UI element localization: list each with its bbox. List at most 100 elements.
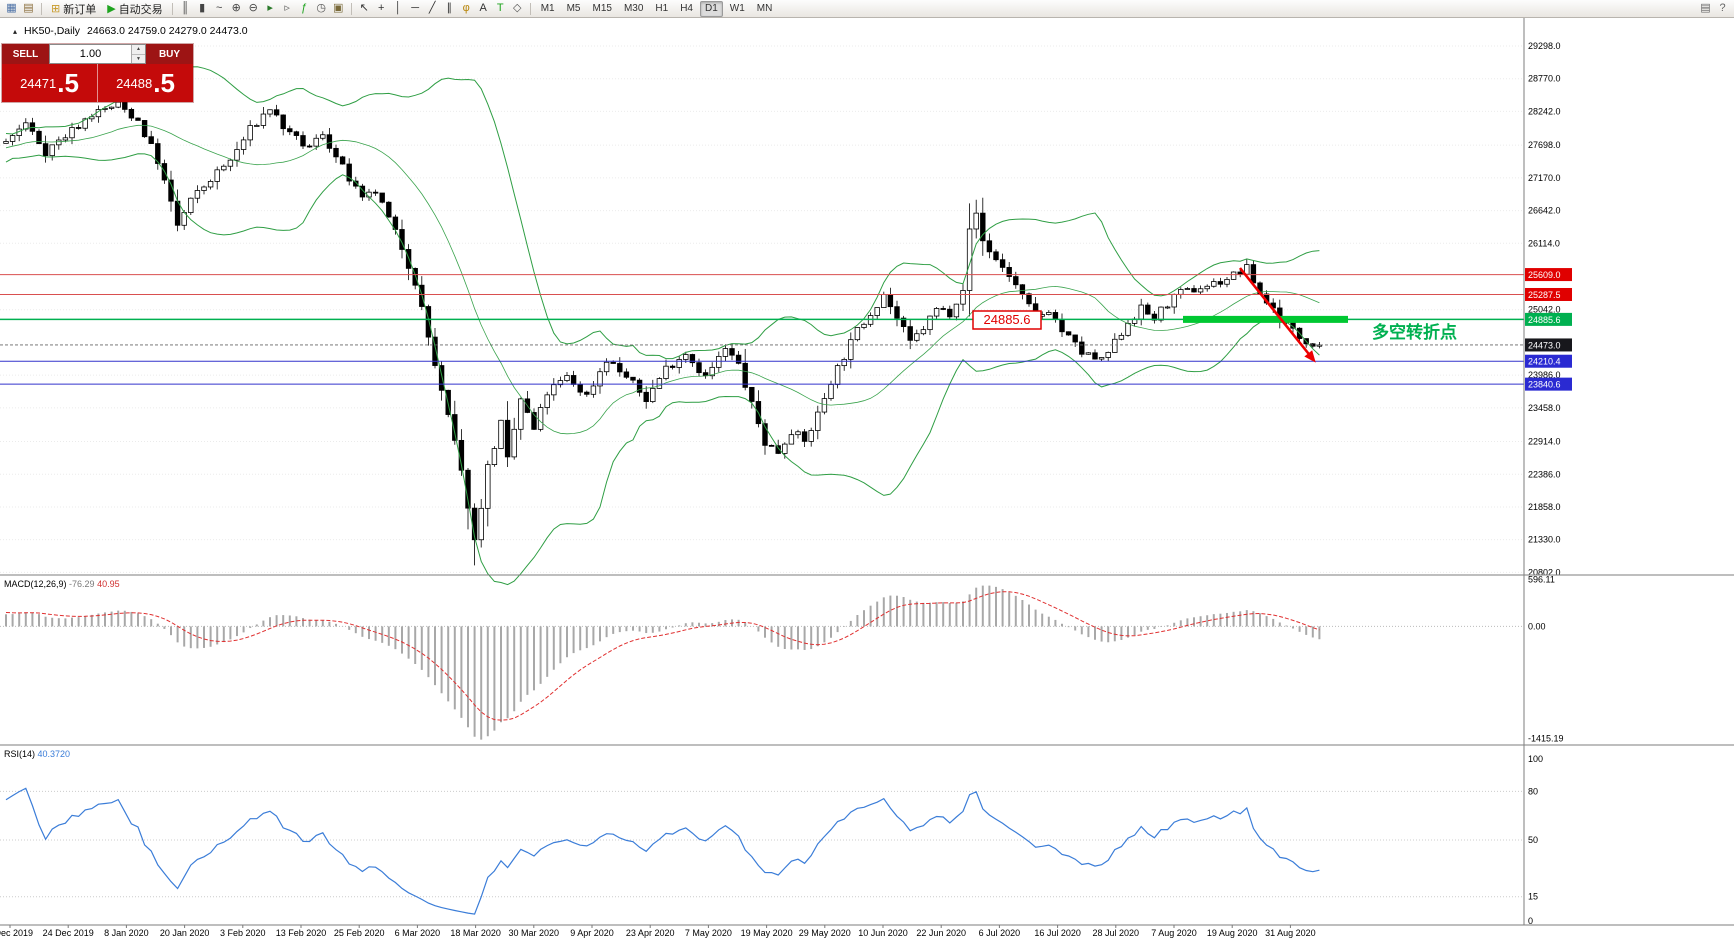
candle-body [293, 131, 300, 136]
zoom-out-icon[interactable]: ⊖ [248, 2, 258, 14]
grid-lines [0, 45, 1524, 573]
periods-icon[interactable]: ◷ [316, 2, 326, 14]
timeframe-button-m5[interactable]: M5 [566, 3, 581, 14]
new-chart-icon[interactable]: ▦ [6, 2, 17, 14]
candle-body [141, 120, 148, 138]
channel-icon[interactable]: ∥ [446, 2, 452, 14]
chart-shift-icon[interactable]: ▹ [284, 2, 290, 14]
candle-body [775, 445, 781, 454]
time-axis-label: 7 May 2020 [685, 928, 732, 938]
candle-body [729, 348, 735, 356]
candle-body [69, 127, 75, 139]
candle-body [234, 149, 240, 161]
current-price-badge [1525, 338, 1572, 352]
candle-body [386, 201, 392, 218]
profiles-icon[interactable]: ▤ [23, 2, 34, 14]
toolbar-separator [171, 2, 173, 15]
bollinger-middle-band [5, 124, 1320, 435]
candle-body [247, 125, 253, 141]
time-axis-label: 18 Mar 2020 [450, 928, 501, 938]
candle-body [999, 259, 1006, 268]
line-chart-icon[interactable]: ~ [215, 2, 223, 14]
time-axis-label: 25 Feb 2020 [334, 928, 385, 938]
macd-pane: MACD(12,26,9) -76.29 40.95 596.11 0.00 -141… [0, 574, 1564, 743]
candle-body [808, 430, 814, 442]
turning-point-highlight-bar [1183, 315, 1348, 323]
buy-button[interactable]: BUY [146, 44, 193, 64]
timeframe-button-mn[interactable]: MN [756, 3, 773, 14]
candle-body [1178, 289, 1184, 295]
fibonacci-icon[interactable]: φ [462, 2, 470, 14]
candle-body [980, 212, 986, 242]
rsi-axis-label: 15 [1528, 892, 1538, 902]
zoom-in-icon[interactable]: ⊕ [231, 2, 241, 14]
cursor-icon[interactable]: ↖ [359, 2, 369, 14]
text-icon[interactable]: A [479, 2, 487, 14]
horizontal-line-icon[interactable]: ─ [411, 2, 420, 14]
timeframe-button-d1[interactable]: D1 [700, 0, 723, 17]
current-price-badge-text: 24473.0 [1528, 340, 1561, 350]
bar-chart-icon[interactable]: ║ [181, 2, 190, 14]
toolbar-separator [350, 2, 352, 15]
window-list-icon[interactable]: ▤ [1700, 2, 1711, 14]
auto-scroll-icon[interactable]: ▸ [267, 2, 273, 14]
candle-body [696, 362, 702, 374]
price-axis-label: 22386.0 [1528, 469, 1561, 479]
lot-size-input[interactable] [50, 45, 131, 63]
time-axis-label: 16 Jul 2020 [1034, 928, 1081, 938]
candle-body [379, 192, 385, 203]
timeframe-button-w1[interactable]: W1 [729, 3, 745, 14]
candle-body [801, 431, 808, 442]
label-icon[interactable]: T [496, 2, 504, 14]
blue-line-badge-text: 24210.4 [1528, 357, 1561, 367]
candle-body [623, 371, 630, 378]
candle-body [1065, 331, 1072, 336]
shapes-icon[interactable]: ◇ [512, 2, 522, 14]
trendline-icon[interactable]: ╱ [428, 2, 436, 14]
sell-price-button[interactable]: 24471 .5 [2, 64, 97, 102]
candle-body [861, 323, 867, 328]
vertical-line-icon[interactable]: │ [394, 2, 402, 14]
candle-body [1197, 288, 1204, 293]
timeframe-button-h1[interactable]: H1 [655, 3, 669, 14]
timeframe-button-m1[interactable]: M1 [540, 3, 555, 14]
time-axis-label: 6 Jul 2020 [979, 928, 1021, 938]
candle-body [788, 434, 795, 445]
lot-size-box: ▲ ▼ [49, 44, 146, 64]
candle-body [326, 134, 333, 149]
lot-decrease-button[interactable]: ▼ [132, 54, 145, 63]
timeframe-group: M1 M5 M15 M30 H1 H4 D1 W1 MN [535, 0, 779, 17]
chart-symbol-icon: ▴ [13, 26, 18, 36]
lot-increase-button[interactable]: ▲ [132, 45, 145, 55]
candle-body [933, 308, 940, 317]
help-icon[interactable]: ? [1719, 2, 1726, 14]
time-axis-label: 24 Dec 2019 [43, 928, 94, 938]
timeframe-button-m15[interactable]: M15 [592, 3, 612, 14]
candle-body [1250, 264, 1257, 284]
templates-icon[interactable]: ▣ [332, 2, 344, 14]
candle-body [920, 329, 927, 335]
candle-body [108, 106, 115, 109]
price-axis-label: 22914.0 [1528, 437, 1561, 447]
red-line-badge [1525, 287, 1572, 301]
sell-button[interactable]: SELL [2, 44, 49, 64]
candle-body [1125, 323, 1131, 336]
crosshair-icon[interactable]: + [377, 2, 385, 14]
indicators-icon[interactable]: ƒ [301, 2, 308, 14]
timeframe-button-m30[interactable]: M30 [623, 3, 644, 14]
new-order-button[interactable]: ⊞ 新订单 [46, 1, 101, 17]
candle-body [907, 326, 913, 341]
candle-body [412, 267, 418, 286]
chart-canvas[interactable]: MACD(12,26,9) -76.29 40.95 596.11 0.00 -141… [0, 18, 1734, 941]
green-line-badge [1525, 312, 1572, 326]
candle-body [1019, 284, 1026, 295]
price-axis-label: 27170.0 [1528, 173, 1561, 183]
buy-price-button[interactable]: 24488 .5 [98, 64, 193, 102]
candlestick-icon[interactable]: ▮ [199, 2, 206, 14]
chart-symbol-period: HK50-,Daily [24, 25, 81, 37]
price-axis-label: 21858.0 [1528, 502, 1561, 512]
candle-body [815, 411, 821, 431]
autotrade-button[interactable]: ▶ 自动交易 [102, 1, 167, 17]
timeframe-button-h4[interactable]: H4 [680, 3, 693, 14]
